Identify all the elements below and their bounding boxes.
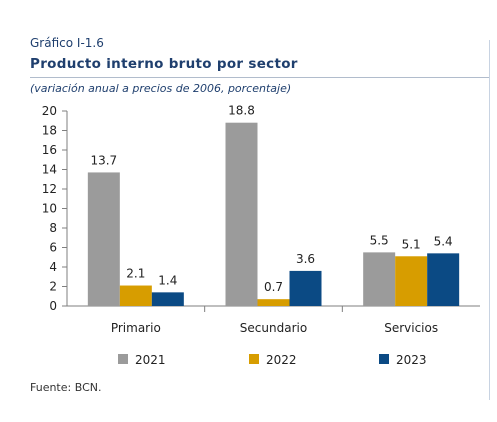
bar-2022 [119, 285, 152, 306]
bar-2021 [87, 172, 120, 306]
bar-2021 [363, 252, 396, 306]
y-tick-label: 14 [42, 163, 57, 177]
x-tick-label: Secundario [240, 321, 307, 335]
chart-subtitle: (variación anual a precios de 2006, porc… [30, 82, 292, 95]
title-divider [30, 77, 489, 78]
legend-label: 2022 [266, 353, 297, 367]
y-tick-label: 4 [49, 260, 57, 274]
data-label: 5.4 [434, 234, 453, 248]
data-label: 2.1 [126, 267, 145, 281]
data-label: 5.1 [402, 237, 421, 251]
data-label: 5.5 [370, 233, 389, 247]
data-label: 18.8 [228, 104, 255, 118]
legend-label: 2021 [135, 353, 166, 367]
data-label: 13.7 [90, 153, 117, 167]
bar-2023 [427, 253, 460, 306]
bar-2022 [395, 256, 428, 306]
legend-swatch-2023 [379, 354, 389, 364]
source-note: Fuente: BCN. [30, 381, 102, 394]
data-label: 3.6 [296, 252, 315, 266]
y-tick-label: 10 [42, 202, 57, 216]
x-tick-label: Primario [111, 321, 161, 335]
data-label: 1.4 [158, 273, 177, 287]
bar-2021 [225, 122, 258, 306]
y-tick-label: 8 [49, 221, 57, 235]
y-tick-label: 0 [49, 299, 57, 313]
panel-border [489, 40, 490, 400]
bar-2022 [257, 299, 290, 306]
x-tick-label: Servicios [384, 321, 438, 335]
y-tick-label: 20 [42, 104, 57, 118]
y-tick-label: 18 [42, 124, 57, 138]
data-label: 0.7 [264, 280, 283, 294]
y-tick-label: 16 [42, 143, 57, 157]
y-tick-label: 12 [42, 182, 57, 196]
legend-swatch-2022 [249, 354, 259, 364]
legend-swatch-2021 [118, 354, 128, 364]
bar-2023 [289, 270, 322, 306]
chart-title: Producto interno bruto por sector [30, 56, 298, 72]
y-tick-label: 2 [49, 280, 57, 294]
bar-2023 [151, 292, 184, 306]
y-tick-label: 6 [49, 241, 57, 255]
legend-label: 2023 [396, 353, 427, 367]
figure-label: Gráfico I-1.6 [30, 36, 104, 50]
